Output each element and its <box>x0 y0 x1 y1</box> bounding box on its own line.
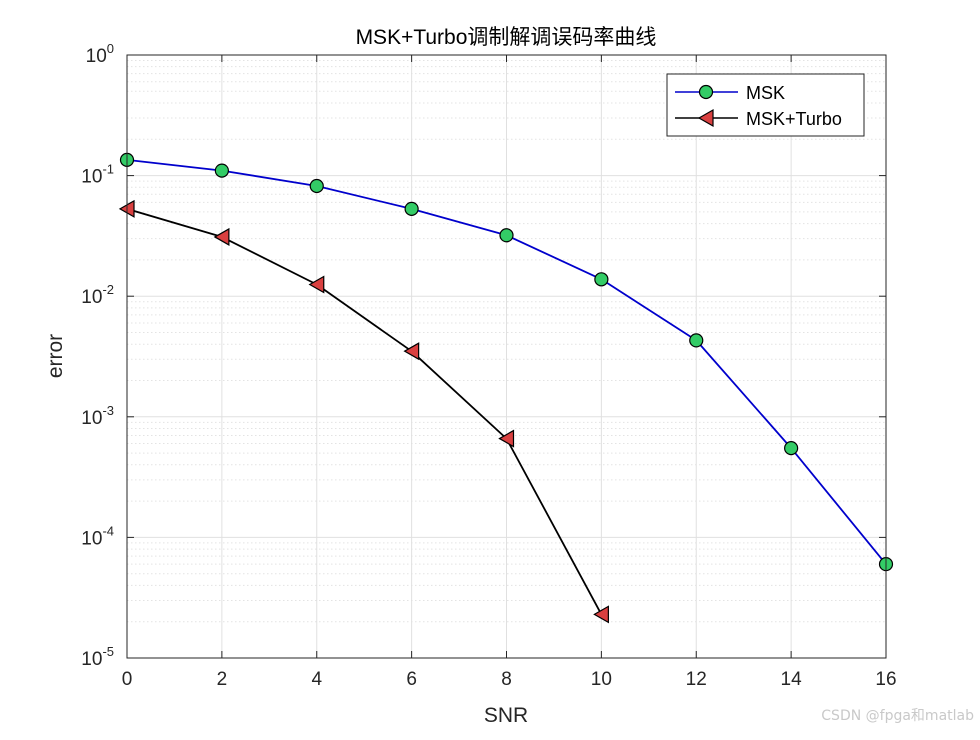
data-point-msk-turbo <box>498 429 515 448</box>
data-point-msk-turbo <box>213 227 230 246</box>
watermark-text: CSDN @fpga和matlab <box>821 708 974 724</box>
x-tick-label: 8 <box>501 669 512 690</box>
series-line-msk-turbo <box>126 208 603 615</box>
y-axis-label: error <box>44 334 67 378</box>
y-tick-label: 10-5 <box>81 644 114 670</box>
data-point-msk <box>499 228 514 243</box>
y-tick-label: 10-3 <box>81 403 114 429</box>
data-point-msk-turbo <box>593 605 609 624</box>
legend-label-msk-turbo: MSK+Turbo <box>746 109 842 129</box>
x-axis-label: SNR <box>484 704 528 727</box>
y-tick-label: 100 <box>86 41 114 67</box>
data-point-msk-turbo <box>308 275 325 294</box>
data-point-msk <box>784 441 799 456</box>
y-tick-label: 10-2 <box>81 282 114 308</box>
series-layer <box>118 152 894 624</box>
legend-marker-msk-turbo <box>697 108 714 128</box>
x-tick-label: 4 <box>311 669 322 690</box>
axis-layer: 0 2 4 6 8 10 12 14 16 10-5 10-4 10-3 10-2 10-1 100 <box>81 41 896 690</box>
data-point-msk <box>689 333 704 348</box>
x-tick-label: 14 <box>781 669 803 690</box>
y-tick-label: 10-1 <box>81 162 114 188</box>
x-tick-label: 10 <box>591 669 612 690</box>
y-tick-label: 10-4 <box>81 523 114 549</box>
x-tick-label: 0 <box>122 669 133 690</box>
data-point-msk <box>309 178 324 194</box>
data-point-msk <box>594 272 609 287</box>
chart-title: MSK+Turbo调制解调误码率曲线 <box>356 26 657 49</box>
x-tick-label: 6 <box>406 669 417 690</box>
x-tick-label: 2 <box>217 669 228 690</box>
x-tick-label: 16 <box>875 669 896 690</box>
legend-marker-msk <box>698 84 714 100</box>
data-point-msk <box>404 201 419 216</box>
legend-label-msk: MSK <box>746 83 785 103</box>
x-tick-label: 12 <box>686 669 707 690</box>
data-point-msk-turbo <box>403 342 420 361</box>
legend: MSK MSK+Turbo <box>666 73 865 137</box>
legend-box <box>666 73 865 137</box>
data-point-msk <box>214 163 229 178</box>
